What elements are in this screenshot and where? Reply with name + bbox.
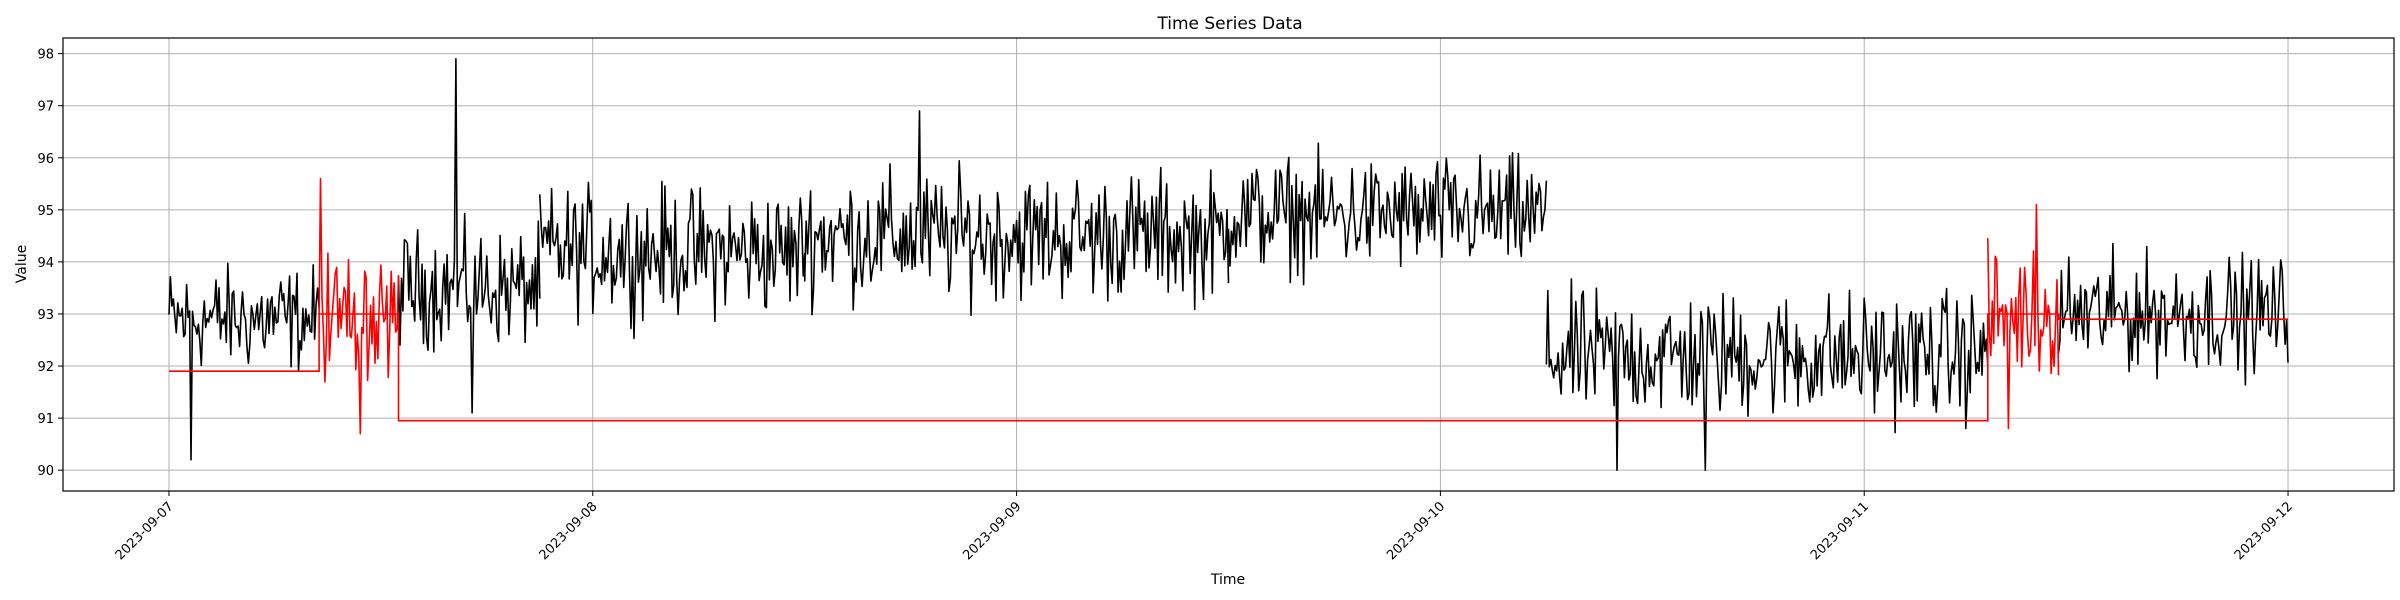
y-tick-label: 91	[37, 412, 54, 427]
x-tick-label: 2023-09-07	[113, 499, 177, 563]
y-axis-label: Value	[14, 245, 30, 283]
y-tick-label: 98	[37, 48, 54, 63]
x-axis-ticks: 2023-09-07 2023-09-08 2023-09-09 2023-09-10…	[113, 491, 2296, 563]
x-tick-label: 2023-09-12	[2232, 499, 2296, 563]
series-line-main	[2057, 242, 2289, 386]
series-line-highlight	[1987, 203, 2060, 430]
x-axis-label: Time	[1210, 572, 1245, 588]
chart-title: Time Series Data	[1156, 14, 1302, 34]
series-step-line	[169, 313, 2288, 422]
series-line-main	[803, 110, 1230, 317]
series-line-main	[1227, 142, 1548, 286]
series-line-main	[539, 180, 806, 340]
series-line-main	[168, 262, 320, 461]
y-tick-label: 96	[37, 152, 54, 167]
y-tick-label: 94	[37, 256, 54, 271]
series-line-highlight	[318, 177, 400, 435]
data-layer	[168, 58, 2289, 471]
x-tick-label: 2023-09-11	[1808, 499, 1872, 563]
x-tick-label: 2023-09-08	[537, 499, 601, 563]
series-line-main	[397, 58, 541, 414]
y-tick-label: 95	[37, 204, 54, 219]
y-tick-label: 90	[37, 464, 54, 479]
y-axis-ticks: 90 91 92 93 94 95 96 97 98	[37, 48, 63, 479]
plot-frame	[62, 37, 2395, 492]
y-tick-label: 92	[37, 360, 54, 375]
y-tick-label: 97	[37, 100, 54, 115]
y-tick-label: 93	[37, 308, 54, 323]
x-tick-label: 2023-09-10	[1384, 499, 1448, 563]
series-line-main	[1545, 278, 1989, 471]
x-tick-label: 2023-09-09	[960, 499, 1024, 563]
